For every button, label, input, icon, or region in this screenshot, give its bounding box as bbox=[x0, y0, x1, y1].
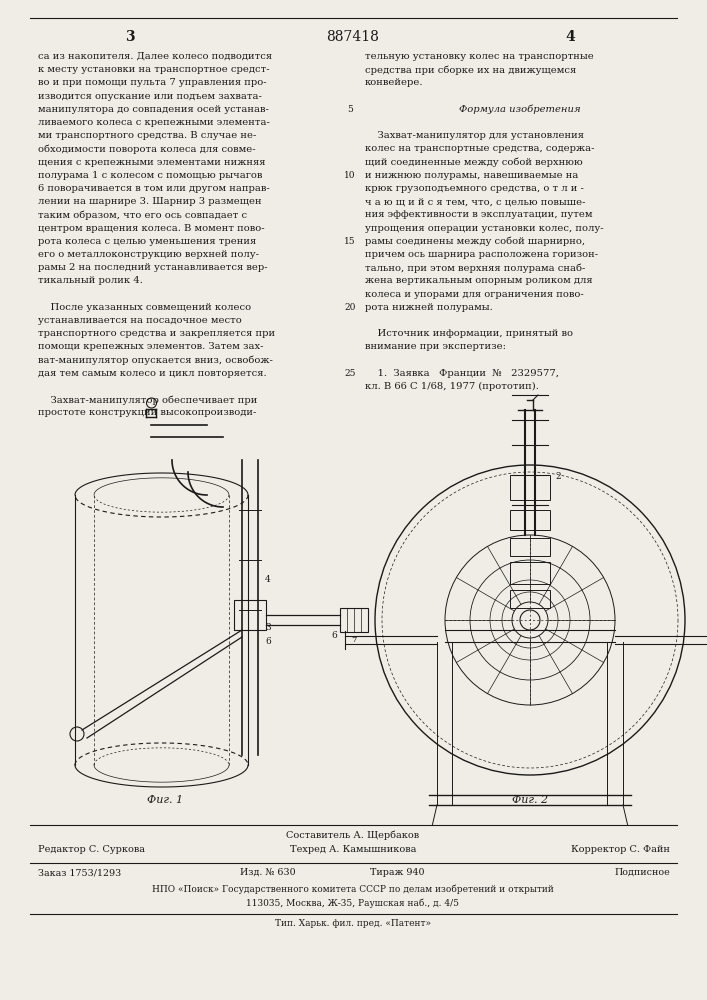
Text: 887418: 887418 bbox=[327, 30, 380, 44]
Text: конвейере.: конвейере. bbox=[365, 78, 423, 87]
Text: дая тем самым колесо и цикл повторяется.: дая тем самым колесо и цикл повторяется. bbox=[38, 369, 267, 378]
Bar bbox=[510, 475, 550, 500]
Text: щения с крепежными элементами нижняя: щения с крепежными элементами нижняя bbox=[38, 158, 266, 167]
Bar bbox=[510, 510, 550, 530]
Text: рота колеса с целью уменьшения трения: рота колеса с целью уменьшения трения bbox=[38, 237, 256, 246]
Text: Фиг. 2: Фиг. 2 bbox=[512, 795, 548, 805]
Text: Техред А. Камышникова: Техред А. Камышникова bbox=[290, 845, 416, 854]
Text: 7: 7 bbox=[351, 636, 357, 644]
Text: рамы соединены между собой шарнирно,: рамы соединены между собой шарнирно, bbox=[365, 237, 585, 246]
Text: внимание при экспертизе:: внимание при экспертизе: bbox=[365, 342, 506, 351]
Text: помощи крепежных элементов. Затем зах-: помощи крепежных элементов. Затем зах- bbox=[38, 342, 264, 351]
Text: изводится опускание или подъем захвата-: изводится опускание или подъем захвата- bbox=[38, 92, 262, 101]
Text: тикальный ролик 4.: тикальный ролик 4. bbox=[38, 276, 143, 285]
Text: жена вертикальным опорным роликом для: жена вертикальным опорным роликом для bbox=[365, 276, 592, 285]
Bar bbox=[510, 538, 550, 556]
Text: После указанных совмещений колесо: После указанных совмещений колесо bbox=[38, 303, 251, 312]
Text: тельную установку колес на транспортные: тельную установку колес на транспортные bbox=[365, 52, 594, 61]
Text: крюк грузоподъемного средства, о т л и -: крюк грузоподъемного средства, о т л и - bbox=[365, 184, 584, 193]
Text: Подписное: Подписное bbox=[614, 868, 670, 877]
Text: лении на шарнире 3. Шарнир 3 размещен: лении на шарнире 3. Шарнир 3 размещен bbox=[38, 197, 262, 206]
Text: 6: 6 bbox=[332, 631, 337, 640]
Text: Захват-манипулятор обеспечивает при: Захват-манипулятор обеспечивает при bbox=[38, 395, 257, 405]
Text: Корректор С. Файн: Корректор С. Файн bbox=[571, 845, 670, 854]
Text: упрощения операции установки колес, полу-: упрощения операции установки колес, полу… bbox=[365, 224, 604, 233]
Text: 3: 3 bbox=[265, 623, 271, 632]
Text: 6: 6 bbox=[265, 637, 271, 646]
Text: ливаемого колеса с крепежными элемента-: ливаемого колеса с крепежными элемента- bbox=[38, 118, 270, 127]
Text: 6 поворачивается в том или другом направ-: 6 поворачивается в том или другом направ… bbox=[38, 184, 270, 193]
Bar bbox=[234, 600, 266, 630]
Text: кл. В 66 С 1/68, 1977 (прототип).: кл. В 66 С 1/68, 1977 (прототип). bbox=[365, 382, 539, 391]
Text: Заказ 1753/1293: Заказ 1753/1293 bbox=[38, 868, 121, 877]
Text: Редактор С. Суркова: Редактор С. Суркова bbox=[38, 845, 145, 854]
Text: Фиг. 1: Фиг. 1 bbox=[147, 795, 183, 805]
Bar bbox=[510, 562, 550, 584]
Text: 1.  Заявка   Франции  №   2329577,: 1. Заявка Франции № 2329577, bbox=[365, 369, 559, 378]
Text: и нижнюю полурамы, навешиваемые на: и нижнюю полурамы, навешиваемые на bbox=[365, 171, 578, 180]
Text: 10: 10 bbox=[344, 171, 356, 180]
Text: причем ось шарнира расположена горизон-: причем ось шарнира расположена горизон- bbox=[365, 250, 598, 259]
Text: ми транспортного средства. В случае не-: ми транспортного средства. В случае не- bbox=[38, 131, 257, 140]
Text: 4: 4 bbox=[265, 575, 271, 584]
Bar bbox=[510, 590, 550, 608]
Text: таким образом, что его ось совпадает с: таким образом, что его ось совпадает с bbox=[38, 210, 247, 220]
Text: НПО «Поиск» Государственного комитета СССР по делам изобретений и открытий: НПО «Поиск» Государственного комитета СС… bbox=[152, 884, 554, 894]
Text: Тираж 940: Тираж 940 bbox=[370, 868, 424, 877]
Text: тально, при этом верхняя полурама снаб-: тально, при этом верхняя полурама снаб- bbox=[365, 263, 585, 273]
Text: Составитель А. Щербаков: Составитель А. Щербаков bbox=[286, 830, 419, 840]
Text: 2: 2 bbox=[555, 472, 561, 481]
Text: ват-манипулятор опускается вниз, освобож-: ват-манипулятор опускается вниз, освобож… bbox=[38, 356, 273, 365]
Text: колес на транспортные средства, содержа-: колес на транспортные средства, содержа- bbox=[365, 144, 595, 153]
Text: устанавливается на посадочное место: устанавливается на посадочное место bbox=[38, 316, 242, 325]
Text: Тип. Харьк. фил. пред. «Патент»: Тип. Харьк. фил. пред. «Патент» bbox=[275, 919, 431, 928]
Text: 25: 25 bbox=[344, 369, 356, 378]
Text: рота нижней полурамы.: рота нижней полурамы. bbox=[365, 303, 493, 312]
Text: 3: 3 bbox=[125, 30, 135, 44]
Bar bbox=[340, 608, 368, 632]
Text: 113035, Москва, Ж-35, Раушская наб., д. 4/5: 113035, Москва, Ж-35, Раушская наб., д. … bbox=[247, 898, 460, 908]
Text: центром вращения колеса. В момент пово-: центром вращения колеса. В момент пово- bbox=[38, 224, 264, 233]
Text: полурама 1 с колесом с помощью рычагов: полурама 1 с колесом с помощью рычагов bbox=[38, 171, 262, 180]
Text: ния эффективности в эксплуатации, путем: ния эффективности в эксплуатации, путем bbox=[365, 210, 592, 219]
Text: са из накопителя. Далее колесо подводится: са из накопителя. Далее колесо подводитс… bbox=[38, 52, 272, 61]
Text: 20: 20 bbox=[344, 303, 356, 312]
Text: 4: 4 bbox=[565, 30, 575, 44]
Text: во и при помощи пульта 7 управления про-: во и при помощи пульта 7 управления про- bbox=[38, 78, 267, 87]
Text: Захват-манипулятор для установления: Захват-манипулятор для установления bbox=[365, 131, 584, 140]
Text: Формула изобретения: Формула изобретения bbox=[459, 105, 581, 114]
Text: обходимости поворота колеса для совме-: обходимости поворота колеса для совме- bbox=[38, 144, 256, 154]
Text: его о металлоконструкцию верхней полу-: его о металлоконструкцию верхней полу- bbox=[38, 250, 259, 259]
Text: Источник информации, принятый во: Источник информации, принятый во bbox=[365, 329, 573, 338]
Text: 15: 15 bbox=[344, 237, 356, 246]
Text: колеса и упорами для ограничения пово-: колеса и упорами для ограничения пово- bbox=[365, 290, 584, 299]
Text: щий соединенные между собой верхнюю: щий соединенные между собой верхнюю bbox=[365, 158, 583, 167]
Text: средства при сборке их на движущемся: средства при сборке их на движущемся bbox=[365, 65, 576, 75]
Text: Изд. № 630: Изд. № 630 bbox=[240, 868, 296, 877]
Text: ч а ю щ и й с я тем, что, с целью повыше-: ч а ю щ и й с я тем, что, с целью повыше… bbox=[365, 197, 585, 206]
Text: транспортного средства и закрепляется при: транспортного средства и закрепляется пр… bbox=[38, 329, 275, 338]
Text: 5: 5 bbox=[347, 105, 353, 114]
Text: простоте конструкции высокопроизводи-: простоте конструкции высокопроизводи- bbox=[38, 408, 257, 417]
Text: рамы 2 на последний устанавливается вер-: рамы 2 на последний устанавливается вер- bbox=[38, 263, 268, 272]
Text: к месту установки на транспортное средст-: к месту установки на транспортное средст… bbox=[38, 65, 269, 74]
Text: манипулятора до совпадения осей устанав-: манипулятора до совпадения осей устанав- bbox=[38, 105, 269, 114]
